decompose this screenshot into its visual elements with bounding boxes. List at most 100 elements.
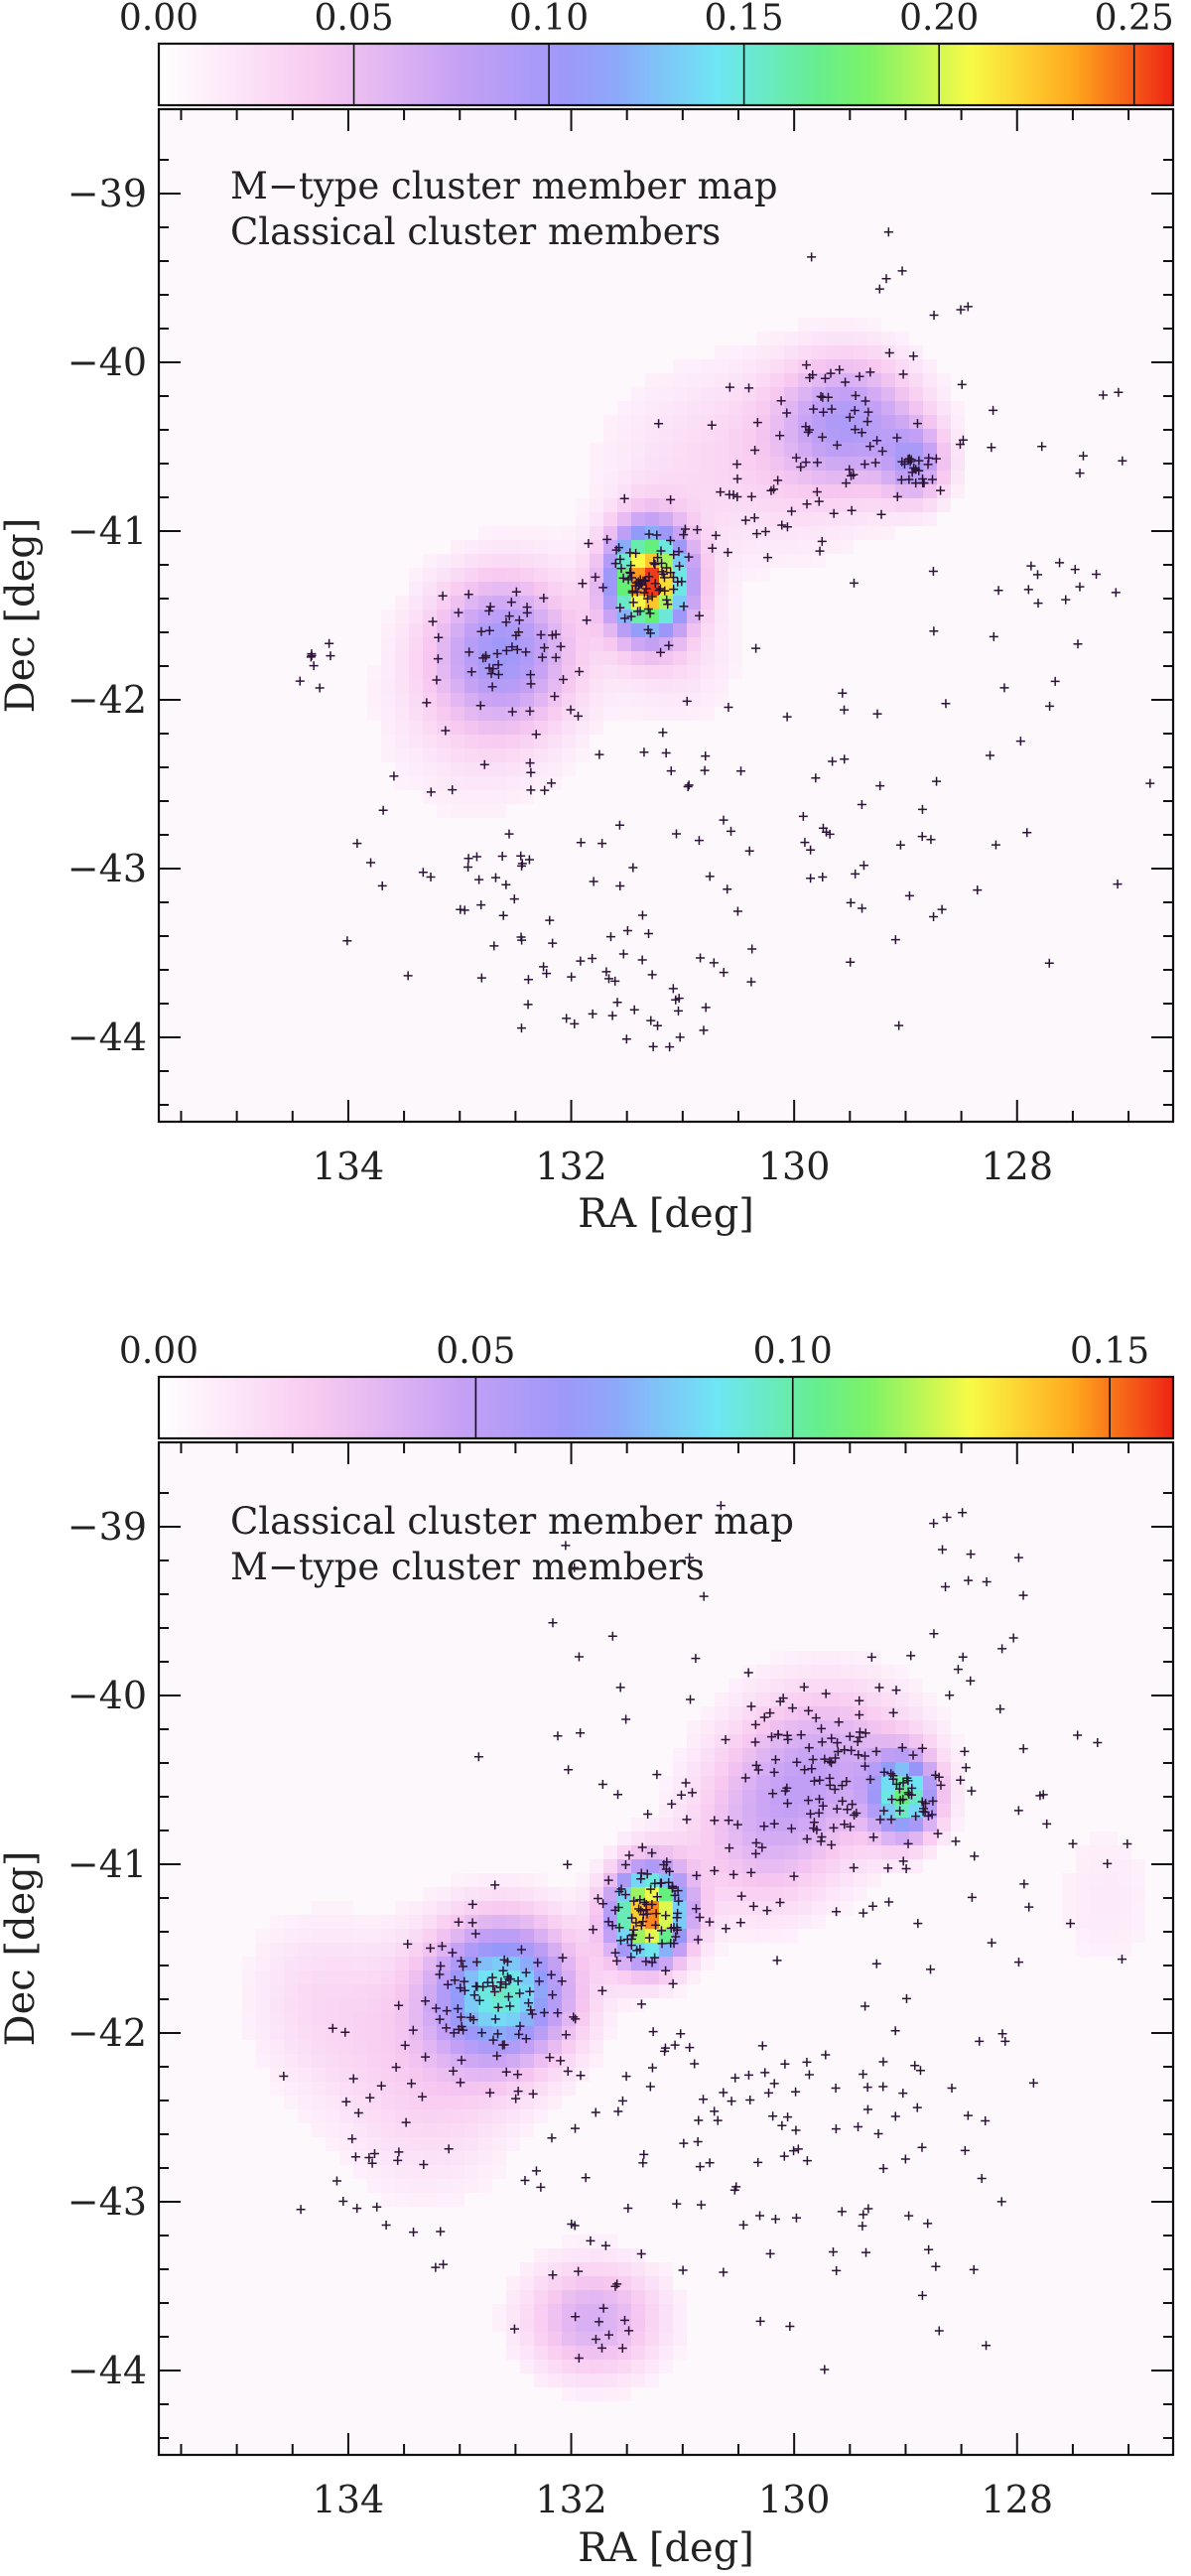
- density-cell: [770, 359, 784, 373]
- member-point: [511, 630, 521, 640]
- plot-frame: [157, 107, 1175, 1124]
- density-cell: [478, 2123, 492, 2137]
- member-point: [808, 370, 818, 380]
- density-cell: [464, 2165, 478, 2179]
- member-point: [1018, 1744, 1028, 1754]
- member-point: [860, 2001, 870, 2011]
- density-cell: [673, 540, 687, 554]
- member-point: [747, 944, 757, 954]
- density-cell: [840, 1665, 854, 1679]
- member-point: [931, 454, 941, 464]
- density-cell: [826, 1679, 840, 1693]
- member-point: [832, 2265, 842, 2275]
- density-cell: [659, 1818, 673, 1831]
- density-cell: [840, 1845, 854, 1859]
- density-cell: [353, 1998, 367, 2012]
- density-cell: [520, 1915, 534, 1929]
- density-cell: [409, 2040, 423, 2054]
- density-cell: [812, 1665, 826, 1679]
- density-cell: [937, 1804, 951, 1818]
- density-cell: [284, 1957, 298, 1970]
- density-cell: [701, 1929, 715, 1943]
- member-point: [744, 383, 754, 393]
- density-cell: [590, 1901, 603, 1915]
- density-cell: [770, 415, 784, 429]
- density-cell: [603, 512, 617, 526]
- density-cell: [534, 707, 548, 721]
- density-cell: [590, 540, 603, 554]
- density-cell: [895, 1748, 909, 1762]
- density-cell: [867, 1762, 881, 1776]
- member-point: [616, 1884, 626, 1894]
- density-cell: [701, 1762, 715, 1776]
- density-cell: [451, 582, 464, 596]
- density-cell: [409, 582, 423, 596]
- density-cell: [576, 596, 590, 610]
- member-point: [789, 1871, 799, 1881]
- density-cell: [687, 1776, 701, 1790]
- density-cell: [742, 498, 756, 512]
- density-cell: [534, 568, 548, 582]
- density-cell: [590, 582, 603, 596]
- density-cell: [923, 429, 937, 443]
- density-cell: [506, 735, 520, 748]
- density-cell: [353, 2123, 367, 2137]
- density-cell: [548, 540, 562, 554]
- member-point: [710, 2106, 720, 2116]
- member-point: [639, 747, 649, 757]
- density-cell: [562, 596, 576, 610]
- density-cell: [590, 1957, 603, 1970]
- member-point: [511, 2094, 521, 2103]
- density-cell: [784, 1859, 798, 1873]
- density-cell: [548, 2360, 562, 2373]
- plot-title-line-2: M−type cluster members: [230, 1546, 705, 1588]
- member-point: [488, 1981, 498, 1991]
- member-point: [804, 1705, 814, 1715]
- member-point: [448, 785, 458, 795]
- member-point: [951, 1836, 961, 1846]
- density-cell: [590, 2304, 603, 2318]
- member-point: [561, 2030, 571, 2040]
- density-cell: [312, 1998, 326, 2012]
- member-point: [669, 550, 679, 560]
- density-cell: [617, 457, 631, 471]
- density-cell: [339, 2109, 353, 2123]
- density-cell: [659, 665, 673, 679]
- density-cell: [395, 2179, 409, 2193]
- density-cell: [617, 596, 631, 610]
- density-cell: [478, 526, 492, 540]
- density-cell: [381, 1929, 395, 1943]
- density-cell: [631, 596, 645, 610]
- density-cell: [298, 2068, 312, 2082]
- density-cell: [937, 1790, 951, 1804]
- density-cell: [562, 2235, 576, 2248]
- member-point: [615, 1683, 625, 1693]
- member-point: [719, 2088, 728, 2098]
- member-point: [435, 2014, 445, 2024]
- member-point: [536, 2182, 546, 2192]
- member-point: [641, 584, 651, 594]
- density-cell: [715, 1887, 728, 1901]
- x-tick-label: 134: [313, 2478, 385, 2521]
- density-cell: [840, 332, 854, 345]
- density-cell: [826, 332, 840, 345]
- member-point: [547, 2133, 557, 2143]
- density-cell: [631, 1873, 645, 1887]
- density-cell: [784, 1762, 798, 1776]
- member-point: [788, 1703, 798, 1713]
- density-cell: [756, 568, 770, 582]
- density-cell: [270, 1970, 284, 1984]
- density-cell: [423, 679, 437, 693]
- density-cell: [451, 2082, 464, 2096]
- density-cell: [590, 512, 603, 526]
- density-cell: [687, 484, 701, 498]
- density-cell: [784, 387, 798, 401]
- density-cell: [520, 2109, 534, 2123]
- member-point: [635, 607, 645, 616]
- density-cell: [854, 512, 867, 526]
- member-point: [862, 2083, 872, 2093]
- density-cell: [603, 623, 617, 637]
- member-point: [846, 957, 856, 967]
- density-cell: [854, 1651, 867, 1665]
